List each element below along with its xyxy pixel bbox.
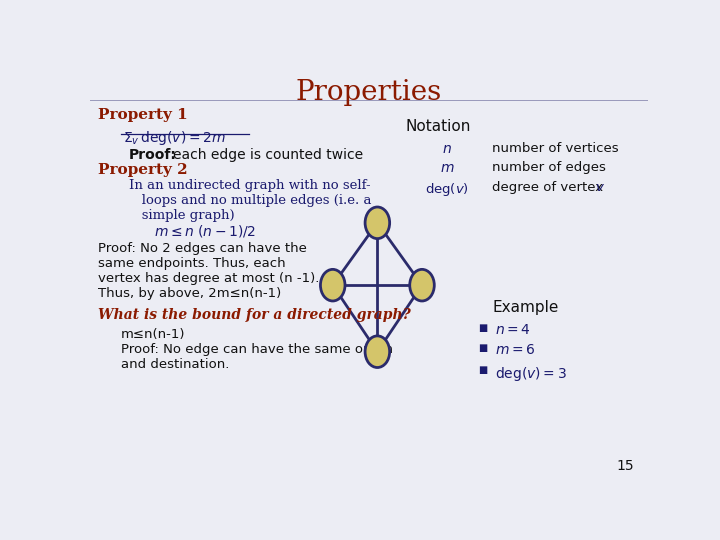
Text: m≤n(n-1): m≤n(n-1)	[121, 328, 185, 341]
Text: $m$: $m$	[440, 161, 454, 176]
Text: Property 2: Property 2	[99, 163, 188, 177]
Text: Property 1: Property 1	[99, 109, 188, 123]
Text: $m \leq n\;(n-1)/2$: $m \leq n\;(n-1)/2$	[154, 223, 256, 239]
Ellipse shape	[365, 336, 390, 368]
Text: degree of vertex: degree of vertex	[492, 181, 607, 194]
Text: $\mathit{n} = 4$: $\mathit{n} = 4$	[495, 322, 531, 336]
Ellipse shape	[410, 269, 434, 301]
Text: ■: ■	[478, 365, 487, 375]
Text: 15: 15	[616, 459, 634, 473]
Text: number of edges: number of edges	[492, 161, 606, 174]
Text: ■: ■	[478, 343, 487, 353]
Text: $n$: $n$	[442, 141, 452, 156]
Text: each edge is counted twice: each edge is counted twice	[173, 148, 363, 162]
Text: What is the bound for a directed graph?: What is the bound for a directed graph?	[99, 308, 411, 322]
Text: Properties: Properties	[296, 79, 442, 106]
Text: Proof: No edge can have the same origin
and destination.: Proof: No edge can have the same origin …	[121, 343, 392, 372]
Text: Notation: Notation	[405, 119, 471, 134]
Ellipse shape	[320, 269, 345, 301]
Ellipse shape	[365, 207, 390, 239]
Text: Proof:: Proof:	[129, 148, 177, 162]
Text: ■: ■	[478, 322, 487, 333]
Text: $\mathrm{deg}(v) = 3$: $\mathrm{deg}(v) = 3$	[495, 365, 567, 383]
Text: $\mathit{m} = 6$: $\mathit{m} = 6$	[495, 343, 535, 357]
Text: In an undirected graph with no self-
   loops and no multiple edges (i.e. a
   s: In an undirected graph with no self- loo…	[129, 179, 372, 222]
Text: $v$: $v$	[595, 181, 605, 194]
Text: $\Sigma_v\,\mathrm{deg}(v) = 2m$: $\Sigma_v\,\mathrm{deg}(v) = 2m$	[124, 129, 226, 147]
Text: Example: Example	[492, 300, 559, 315]
Text: number of vertices: number of vertices	[492, 141, 618, 155]
Text: Proof: No 2 edges can have the
same endpoints. Thus, each
vertex has degree at m: Proof: No 2 edges can have the same endp…	[99, 241, 320, 300]
Text: $\mathrm{deg}(v)$: $\mathrm{deg}(v)$	[425, 181, 469, 198]
